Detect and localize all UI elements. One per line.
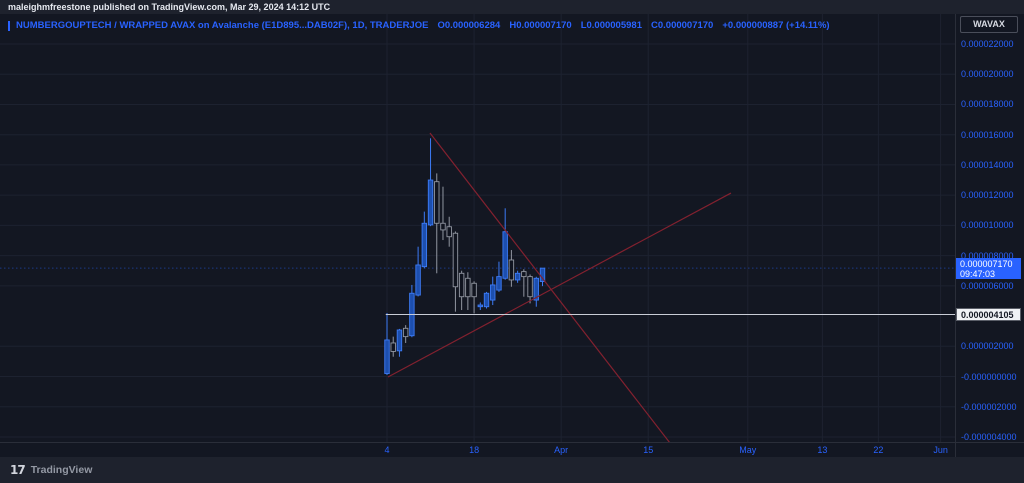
candlestick-chart[interactable] <box>0 14 955 442</box>
price-axis-label: 0.000008000 <box>961 250 1014 261</box>
trendline-drawing[interactable] <box>387 192 732 378</box>
candle[interactable] <box>390 336 396 357</box>
candle-body <box>477 304 483 308</box>
candle-body <box>465 277 471 298</box>
countdown-timer: 09:47:03 <box>960 268 996 279</box>
price-level-label: 0.000004105 <box>956 307 1021 321</box>
candle-body <box>440 222 446 231</box>
candle[interactable] <box>458 270 465 311</box>
publish-info-bar: maleighmfreestone published on TradingVi… <box>0 0 1024 14</box>
price-axis-label: 0.000012000 <box>961 190 1014 201</box>
candle[interactable] <box>415 246 421 297</box>
candle-body <box>421 222 428 268</box>
legend-accent-bar <box>8 20 10 31</box>
candle-body <box>533 277 539 301</box>
candle-body <box>514 272 521 281</box>
candle[interactable] <box>427 138 434 227</box>
footer-bar: 17 TradingView <box>0 457 1024 483</box>
candle[interactable] <box>446 216 452 247</box>
time-axis-label: 15 <box>643 445 654 455</box>
candle-body <box>434 181 440 224</box>
price-axis-label: 0.000010000 <box>961 220 1014 231</box>
symbol-badge[interactable]: WAVAX <box>960 16 1018 33</box>
candle[interactable] <box>483 291 490 309</box>
candle[interactable] <box>471 281 477 314</box>
ohlc-low: L0.000005981 <box>580 20 642 31</box>
candle-body <box>502 231 508 279</box>
candle-body <box>508 259 515 281</box>
gridlines <box>0 14 955 442</box>
price-change: +0.000000887 (+14.11%) <box>722 20 830 31</box>
price-axis-label: 0.000014000 <box>961 159 1014 170</box>
candle-body <box>427 179 434 226</box>
candle[interactable] <box>452 231 459 312</box>
candle[interactable] <box>409 284 415 338</box>
candle[interactable] <box>477 302 483 311</box>
chart-legend: NUMBERGOUPTECH / WRAPPED AVAX on Avalanc… <box>8 20 830 31</box>
candle-body <box>402 327 409 338</box>
price-axis-label: 0.000006000 <box>961 280 1014 291</box>
axis-separator <box>955 14 956 457</box>
price-axis-label: -0.000000000 <box>961 371 1017 382</box>
candle[interactable] <box>496 261 502 292</box>
candle-body <box>471 282 477 298</box>
candle[interactable] <box>421 211 428 269</box>
candle[interactable] <box>521 269 527 297</box>
candle-body <box>415 264 421 296</box>
time-axis-label: Apr <box>554 445 569 455</box>
candle[interactable] <box>384 313 390 376</box>
candle-body <box>527 276 533 298</box>
price-axis-label: 0.000018000 <box>961 99 1014 110</box>
candle-body <box>490 284 496 301</box>
price-axis[interactable]: WAVAX 0.000007170 09:47:03 0.000004105 0… <box>956 14 1024 442</box>
candle[interactable] <box>514 270 521 283</box>
candle[interactable] <box>490 276 496 306</box>
candle[interactable] <box>465 272 471 311</box>
time-axis-label: 18 <box>469 445 480 455</box>
publish-text: maleighmfreestone published on TradingVi… <box>8 2 331 12</box>
price-axis-label: 0.000022000 <box>961 39 1014 49</box>
candle[interactable] <box>533 276 539 307</box>
price-axis-label: 0.000002000 <box>961 341 1014 352</box>
ohlc-high: H0.000007170 <box>509 20 572 31</box>
candle[interactable] <box>434 173 440 274</box>
candle-body <box>521 271 527 278</box>
candle-body <box>396 329 403 352</box>
candle-body <box>446 226 452 238</box>
candle-body <box>483 292 490 308</box>
candles[interactable] <box>384 138 546 376</box>
tradingview-logo-icon[interactable]: 17 <box>10 463 26 477</box>
time-axis[interactable]: 4 18 Apr 15 May 13 22 Jun <box>0 442 1024 457</box>
time-axis-label: May <box>739 445 757 455</box>
price-axis-label: 0.000016000 <box>961 129 1014 140</box>
candle[interactable] <box>396 328 403 357</box>
current-price-value: 0.000007170 <box>960 258 1013 269</box>
price-axis-label: -0.000002000 <box>961 401 1017 412</box>
candle-body <box>390 342 396 352</box>
ohlc-open: O0.000006284 <box>437 20 501 31</box>
symbol-title[interactable]: NUMBERGOUPTECH / WRAPPED AVAX on Avalanc… <box>16 20 429 31</box>
candle[interactable] <box>440 186 446 241</box>
price-axis-label: -0.000004000 <box>961 431 1017 442</box>
candle-body <box>458 272 465 298</box>
candle[interactable] <box>508 250 515 287</box>
candle-body <box>452 232 459 288</box>
trendline-drawing[interactable] <box>429 132 670 442</box>
ohlc-close: C0.000007170 <box>650 20 714 31</box>
candle[interactable] <box>502 208 508 280</box>
candle[interactable] <box>527 274 533 304</box>
price-axis-label: 0.000020000 <box>961 69 1014 80</box>
candle-body <box>384 339 390 374</box>
candle-body <box>496 276 502 291</box>
time-axis-label: Jun <box>933 445 948 455</box>
time-axis-label: 4 <box>384 445 390 455</box>
tradingview-brand[interactable]: TradingView <box>30 464 93 476</box>
time-axis-label: 22 <box>873 445 884 455</box>
time-axis-label: 13 <box>817 445 828 455</box>
chart-canvas[interactable]: NUMBERGOUPTECH / WRAPPED AVAX on Avalanc… <box>0 14 955 442</box>
candle[interactable] <box>402 325 409 343</box>
current-price-badge: 0.000007170 09:47:03 <box>956 257 1021 279</box>
